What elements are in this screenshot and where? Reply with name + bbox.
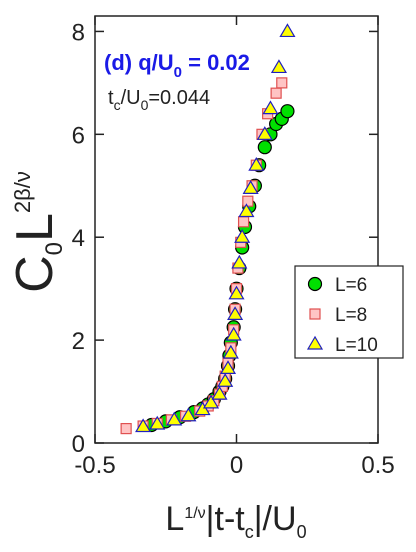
y-axis-label-part: 2β/ν bbox=[10, 171, 35, 213]
point bbox=[231, 254, 248, 269]
annotation-part: /U bbox=[121, 87, 141, 109]
legend-marker bbox=[306, 335, 324, 350]
annotation-part: c bbox=[114, 97, 121, 113]
point bbox=[225, 326, 242, 341]
point bbox=[135, 418, 152, 433]
point bbox=[166, 411, 183, 426]
point bbox=[234, 229, 251, 243]
x-axis-label-part: c bbox=[245, 522, 254, 542]
x-axis-label-part: 0 bbox=[297, 522, 307, 542]
point bbox=[270, 87, 282, 99]
point bbox=[219, 360, 237, 375]
legend-marker bbox=[309, 308, 321, 320]
plot-frame bbox=[94, 15, 379, 444]
y-tick-label: 2 bbox=[72, 328, 85, 355]
point bbox=[279, 23, 296, 38]
x-tick-label: -0.5 bbox=[74, 452, 115, 479]
annotation-part: =0.044 bbox=[148, 87, 210, 109]
point bbox=[238, 203, 255, 218]
point bbox=[149, 415, 166, 430]
x-axis-label-part: |t-t bbox=[206, 500, 246, 538]
y-axis-label-part: L bbox=[6, 213, 64, 242]
point bbox=[262, 100, 279, 115]
x-axis-label-part: 1/ν bbox=[184, 505, 205, 522]
point bbox=[270, 59, 287, 74]
y-tick-label: 8 bbox=[72, 19, 85, 46]
y-axis-label: C0L2β/ν bbox=[6, 171, 68, 293]
y-tick-label: 6 bbox=[72, 122, 85, 149]
point bbox=[228, 285, 245, 300]
point bbox=[120, 422, 132, 435]
annotation-part: t bbox=[108, 87, 114, 109]
legend-marker bbox=[307, 276, 323, 292]
point bbox=[227, 306, 244, 320]
y-axis-label-part: 0 bbox=[41, 242, 68, 255]
annotation-part: 0 bbox=[141, 97, 149, 113]
point bbox=[222, 344, 239, 359]
point bbox=[194, 401, 211, 416]
point bbox=[257, 140, 272, 155]
point bbox=[248, 157, 265, 171]
point bbox=[280, 104, 295, 119]
point bbox=[180, 407, 197, 422]
annotation: (d) q/U0 = 0.02 bbox=[104, 50, 250, 81]
point bbox=[242, 180, 259, 194]
x-axis-label-part: |/U bbox=[254, 500, 297, 538]
point bbox=[276, 77, 288, 89]
x-tick-label: 0.5 bbox=[361, 452, 394, 479]
point bbox=[217, 373, 234, 387]
point bbox=[202, 394, 220, 409]
annotation-part: 0 bbox=[174, 64, 182, 81]
x-axis-label-part: L bbox=[165, 500, 184, 538]
y-axis-label-part: C bbox=[6, 255, 64, 293]
point bbox=[242, 195, 254, 207]
annotation: tc/U0=0.044 bbox=[108, 87, 210, 113]
y-tick-label: 0 bbox=[72, 431, 85, 458]
point bbox=[256, 126, 273, 140]
x-axis-label: L1/ν|t-tc|/U0 bbox=[165, 500, 306, 542]
point bbox=[211, 385, 228, 400]
legend-label: L=6 bbox=[335, 275, 367, 296]
x-tick-label: 0 bbox=[230, 452, 243, 479]
legend-label: L=8 bbox=[335, 305, 367, 326]
y-tick-label: 4 bbox=[72, 225, 85, 252]
annotation-part: (d) q/U bbox=[104, 50, 174, 75]
annotation-part: = 0.02 bbox=[182, 50, 250, 75]
point bbox=[237, 216, 250, 228]
legend-label: L=10 bbox=[335, 335, 378, 356]
